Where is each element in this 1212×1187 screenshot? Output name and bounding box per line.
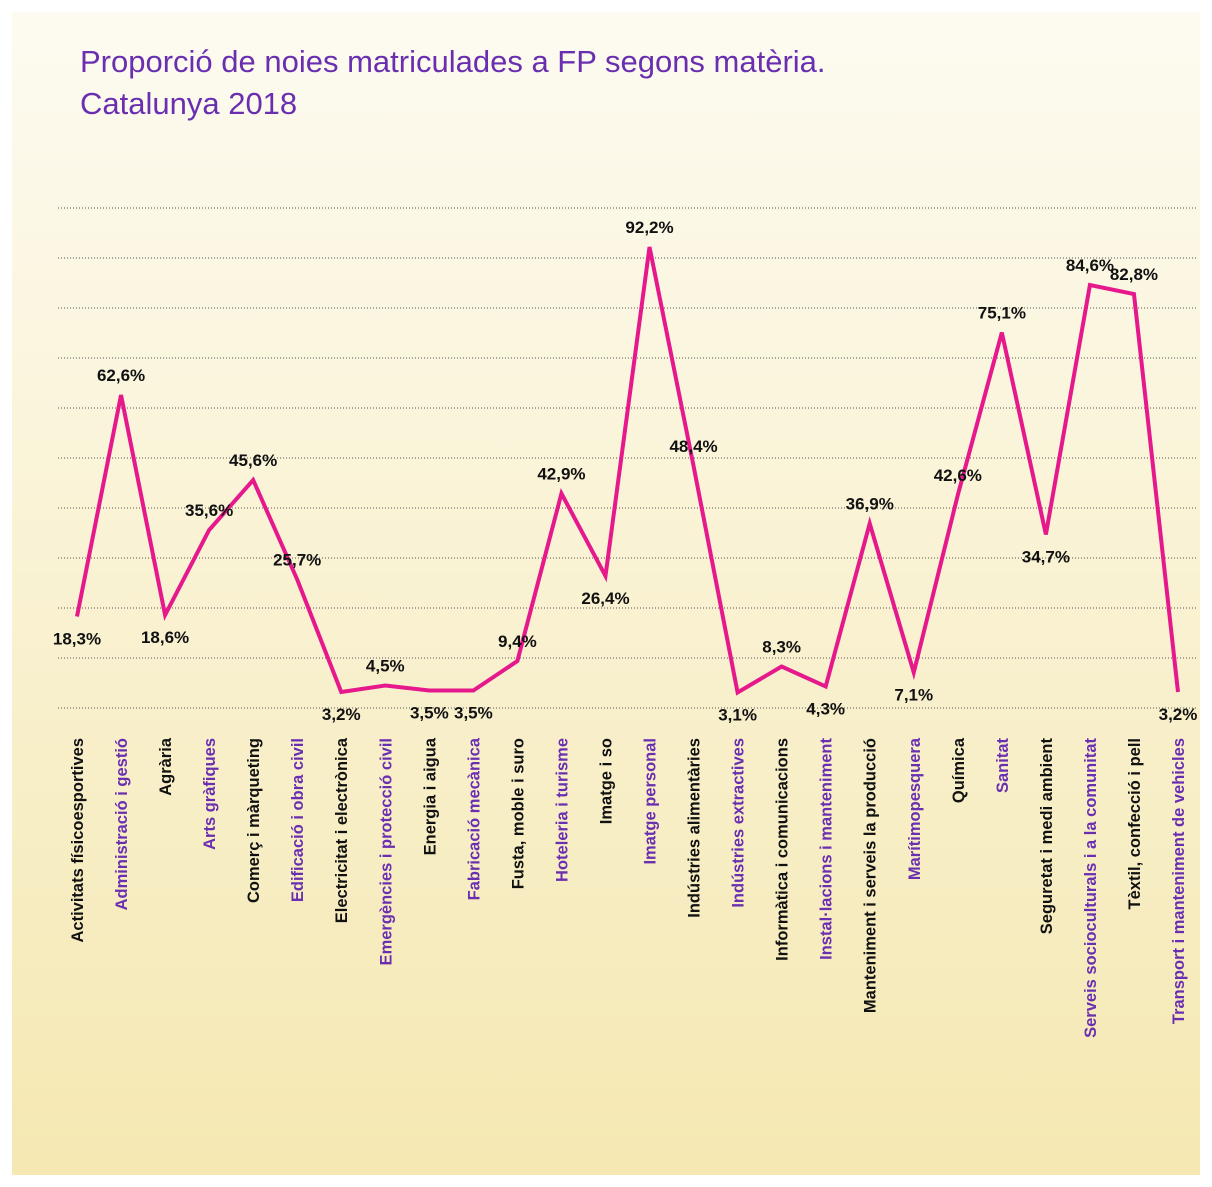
value-label: 18,6% <box>141 628 189 647</box>
x-tick-label: Activitats físicoesportives <box>69 738 87 943</box>
x-tick-label: Fabricació mecànica <box>465 737 483 900</box>
x-tick-label: Comerç i màrqueting <box>245 738 263 903</box>
x-tick-label: Electricitat i electrònica <box>333 737 351 923</box>
x-tick-label: Instal·lacions i manteniment <box>818 738 836 960</box>
x-tick-label: Química <box>950 737 968 803</box>
background <box>12 12 1200 1175</box>
value-label: 45,6% <box>229 451 277 470</box>
value-label: 25,7% <box>273 551 321 570</box>
x-tick-label: Serveis socioculturals i a la comunitat <box>1082 738 1100 1038</box>
value-label: 7,1% <box>894 686 933 705</box>
x-tick-label: Transport i manteniment de vehicles <box>1170 738 1188 1024</box>
value-label: 75,1% <box>978 304 1026 323</box>
x-tick-label: Manteniment i serveis la producció <box>862 738 880 1013</box>
x-tick-label: Sanitat <box>994 737 1012 793</box>
x-tick-label: Arts gràfiques <box>201 738 219 850</box>
value-label: 48,4% <box>669 437 717 456</box>
value-label: 3,1% <box>718 706 757 725</box>
value-label: 9,4% <box>498 632 537 651</box>
value-label: 3,5% <box>410 704 449 723</box>
x-tick-label: Marítimopesquera <box>906 737 924 880</box>
value-label: 8,3% <box>762 638 801 657</box>
x-tick-label: Agrària <box>157 737 175 796</box>
value-label: 3,5% <box>454 704 493 723</box>
value-label: 26,4% <box>581 589 629 608</box>
value-label: 4,5% <box>366 657 405 676</box>
x-tick-label: Energia i aigua <box>421 737 439 855</box>
chart-title: Proporció de noies matriculades a FP seg… <box>80 44 826 79</box>
value-label: 3,2% <box>1159 705 1198 724</box>
value-label: 84,6% <box>1066 256 1114 275</box>
value-label: 35,6% <box>185 501 233 520</box>
x-tick-label: Indústries alimentàries <box>686 738 704 918</box>
x-tick-label: Informàtica i comunicacions <box>774 738 792 961</box>
data-line <box>75 246 1180 696</box>
x-tick-label: Indústries extractives <box>730 738 748 908</box>
value-label: 62,6% <box>97 366 145 385</box>
x-tick-label: Imatge personal <box>642 738 660 865</box>
value-label: 34,7% <box>1022 548 1070 567</box>
x-tick-label: Tèxtil, confecció i pell <box>1126 738 1144 909</box>
value-label: 36,9% <box>846 495 894 514</box>
x-tick-label: Emergències i protecció civil <box>377 738 395 965</box>
value-label: 3,2% <box>322 705 361 724</box>
x-tick-label: Fusta, moble i suro <box>509 738 527 889</box>
x-tick-label: Edificació i obra civil <box>289 738 307 902</box>
value-label: 42,9% <box>537 465 585 484</box>
x-tick-label: Administració i gestió <box>113 738 131 910</box>
value-label: 92,2% <box>625 218 673 237</box>
value-label: 4,3% <box>806 700 845 719</box>
value-label: 18,3% <box>53 630 101 649</box>
x-tick-label: Hoteleria i turisme <box>553 738 571 882</box>
x-tick-label: Imatge i so <box>597 738 615 824</box>
chart-title: Catalunya 2018 <box>80 86 297 121</box>
x-tick-label: Seguretat i medi ambient <box>1038 738 1056 935</box>
value-label: 82,8% <box>1110 265 1158 284</box>
value-label: 42,6% <box>934 466 982 485</box>
